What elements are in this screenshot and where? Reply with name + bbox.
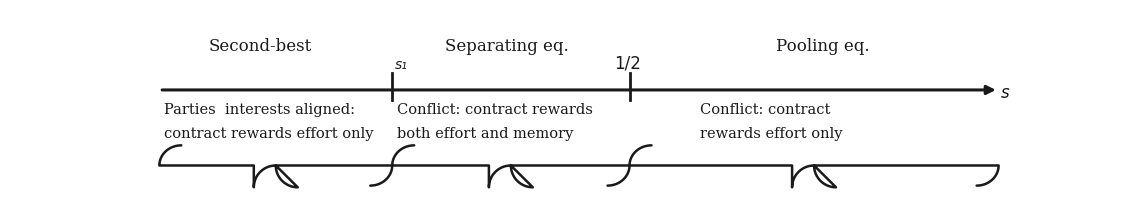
Text: Pooling eq.: Pooling eq. bbox=[776, 38, 870, 55]
Text: Separating eq.: Separating eq. bbox=[445, 38, 568, 55]
Text: Second-best: Second-best bbox=[209, 38, 312, 55]
Text: both effort and memory: both effort and memory bbox=[397, 127, 573, 141]
Text: s: s bbox=[1001, 84, 1010, 102]
Text: rewards effort only: rewards effort only bbox=[700, 127, 843, 141]
Text: Conflict: contract rewards: Conflict: contract rewards bbox=[397, 103, 592, 117]
Text: Parties  interests aligned:: Parties interests aligned: bbox=[163, 103, 355, 117]
Text: 1/2: 1/2 bbox=[615, 54, 641, 72]
Text: s₁: s₁ bbox=[395, 58, 408, 72]
Text: Conflict: contract: Conflict: contract bbox=[700, 103, 830, 117]
Text: contract rewards effort only: contract rewards effort only bbox=[163, 127, 373, 141]
